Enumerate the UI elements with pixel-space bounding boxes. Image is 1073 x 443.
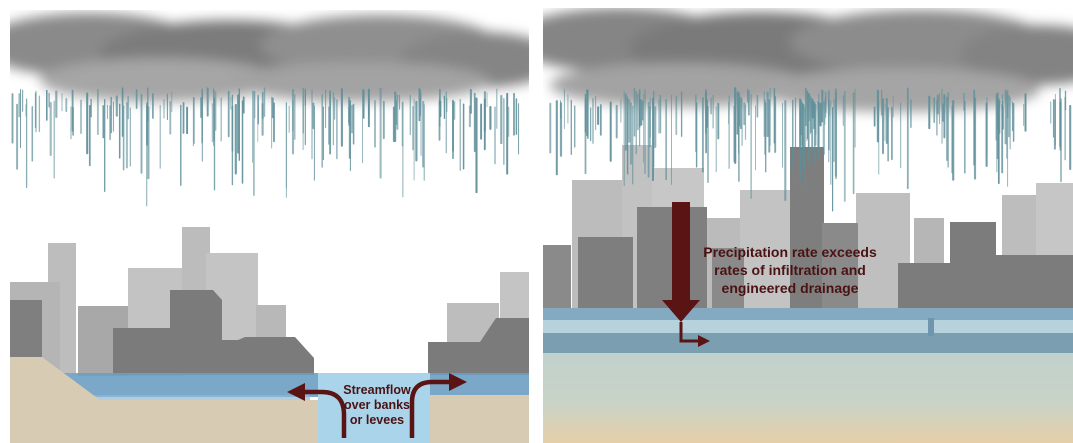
precipitation-label: Precipitation rate exceeds rates of infi… bbox=[703, 244, 877, 296]
skyline-left bbox=[10, 227, 529, 377]
precipitation-label-line-1: Precipitation rate exceeds bbox=[703, 244, 877, 260]
ground-right bbox=[543, 308, 1073, 443]
drainage-arrows bbox=[662, 202, 710, 347]
left-panel-river-flooding: Streamflow over banks or levees bbox=[10, 10, 529, 443]
storm-cloud-right bbox=[543, 8, 1073, 112]
precipitation-label-line-2: rates of infiltration and bbox=[714, 262, 866, 278]
ground-left bbox=[10, 357, 529, 443]
right-panel-urban-flooding: Precipitation rate exceeds rates of infi… bbox=[543, 8, 1073, 443]
rain-right bbox=[549, 87, 1072, 212]
rain-left bbox=[11, 87, 520, 207]
streamflow-label: Streamflow over banks or levees bbox=[343, 383, 411, 427]
streamflow-label-line-1: Streamflow bbox=[343, 383, 411, 397]
streamflow-arrows bbox=[287, 373, 467, 438]
storm-cloud-left bbox=[10, 13, 529, 102]
streamflow-label-line-2: over banks bbox=[344, 398, 410, 412]
skyline-right bbox=[543, 145, 1073, 318]
precipitation-label-line-3: engineered drainage bbox=[722, 280, 859, 296]
streamflow-label-line-3: or levees bbox=[350, 413, 404, 427]
